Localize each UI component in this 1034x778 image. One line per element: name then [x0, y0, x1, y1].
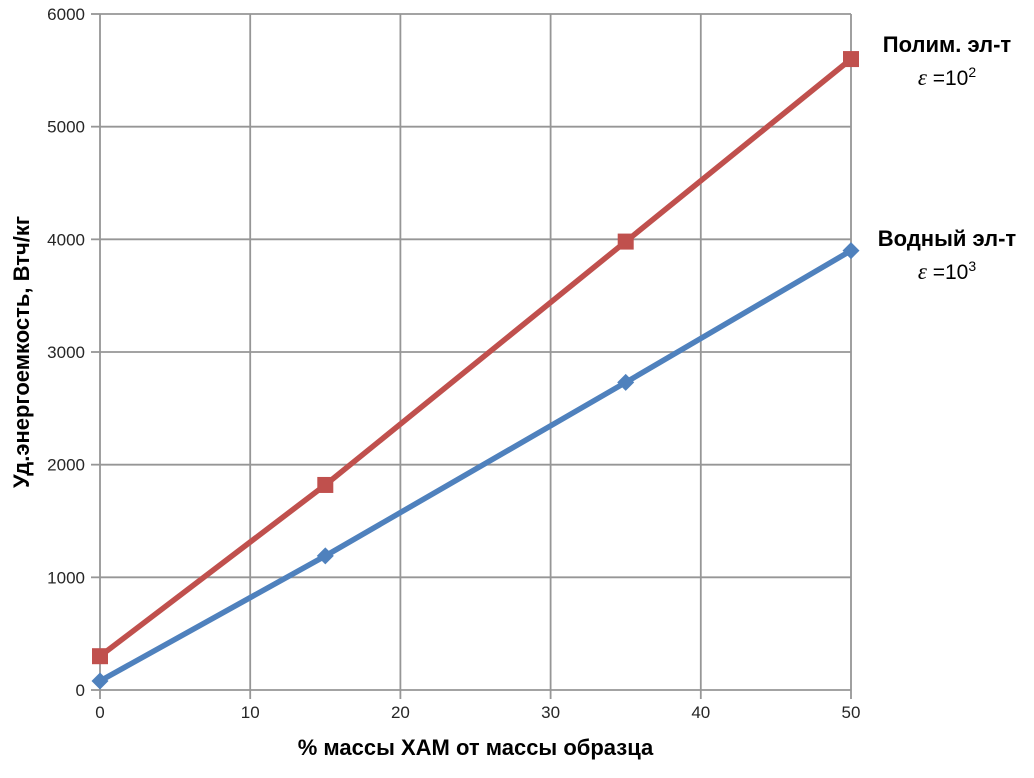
- x-axis-title: % массы ХАМ от массы образца: [297, 735, 654, 760]
- series-line-diamond: [97, 247, 854, 684]
- legend-series-aqueous-label: Водный эл-т: [877, 226, 1017, 251]
- legend-series-polymer: Полим. эл-т ε =102: [860, 30, 1034, 94]
- data-point-square: [92, 648, 108, 665]
- epsilon-symbol: ε: [917, 65, 927, 90]
- x-tick-label: 0: [95, 703, 104, 722]
- data-point-diamond: [617, 373, 635, 391]
- x-tick-label: 10: [241, 703, 260, 722]
- legend-series-aqueous-epsilon: ε =103: [860, 257, 1034, 288]
- x-tick-label: 30: [541, 703, 560, 722]
- legend-series-polymer-epsilon: ε =102: [860, 63, 1034, 94]
- data-point-square: [843, 51, 859, 68]
- epsilon-base: =10: [926, 67, 969, 90]
- legend-series-polymer-label: Полим. эл-т: [882, 32, 1012, 57]
- data-point-diamond: [316, 547, 334, 565]
- epsilon-exponent: 3: [968, 258, 977, 274]
- data-point-square: [617, 233, 634, 250]
- epsilon-base: =10: [926, 261, 969, 284]
- data-point-diamond: [842, 242, 860, 260]
- x-tick-label: 40: [691, 703, 710, 722]
- y-tick-label: 5000: [47, 118, 85, 137]
- x-tick-label: 50: [842, 703, 861, 722]
- legend-series-aqueous: Водный эл-т ε =103: [860, 224, 1034, 288]
- series-line-square: [97, 56, 854, 659]
- epsilon-exponent: 2: [968, 64, 977, 80]
- y-tick-label: 1000: [47, 568, 85, 587]
- data-point-square: [317, 476, 334, 493]
- x-tick-label: 20: [391, 703, 410, 722]
- y-tick-label: 2000: [47, 456, 85, 475]
- epsilon-symbol: ε: [917, 259, 927, 284]
- y-tick-label: 3000: [47, 343, 85, 362]
- y-axis-title: Уд.энергоемкость, Втч/кг: [9, 215, 34, 489]
- y-tick-label: 0: [76, 681, 85, 700]
- y-tick-label: 6000: [47, 5, 85, 24]
- y-tick-label: 4000: [47, 230, 85, 249]
- data-point-diamond: [91, 672, 109, 690]
